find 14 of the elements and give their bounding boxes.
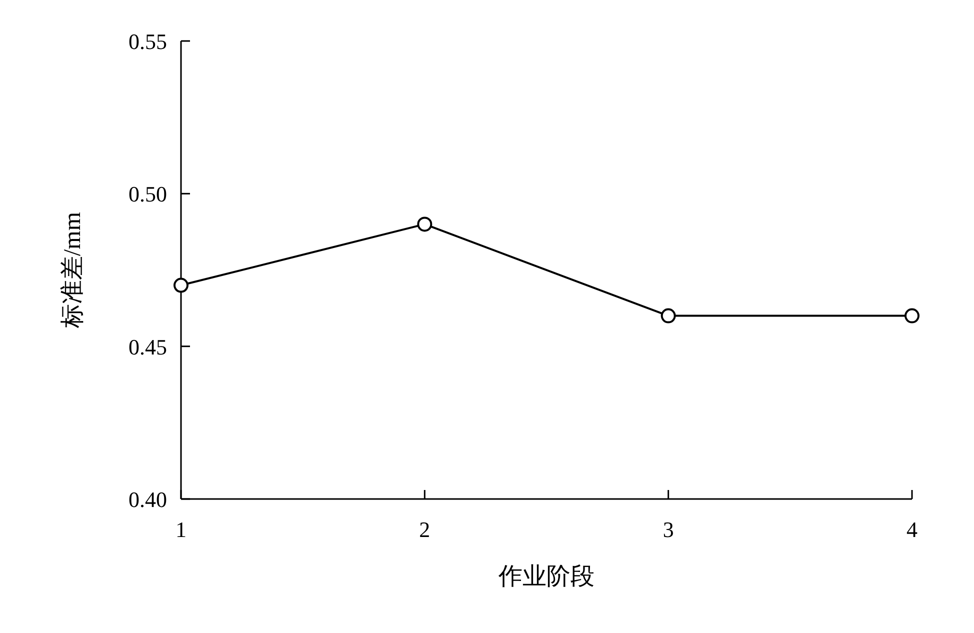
y-tick-label: 0.55 [128, 29, 167, 54]
y-tick-label: 0.45 [128, 334, 167, 360]
point [660, 308, 676, 324]
point [904, 308, 920, 324]
y-axis-title: 标准差/mm [60, 212, 86, 330]
y-tick-label: 0.50 [128, 182, 167, 207]
x-tick-label: 1 [176, 517, 186, 542]
point [174, 278, 188, 293]
point [417, 216, 432, 232]
x-tick-label: 2 [419, 517, 430, 542]
x-tick-label: 3 [662, 517, 674, 542]
x-axis-title: 作业阶段 [498, 564, 594, 590]
y-tick-label: 0.40 [128, 487, 167, 512]
x-tick-label: 4 [906, 517, 918, 542]
